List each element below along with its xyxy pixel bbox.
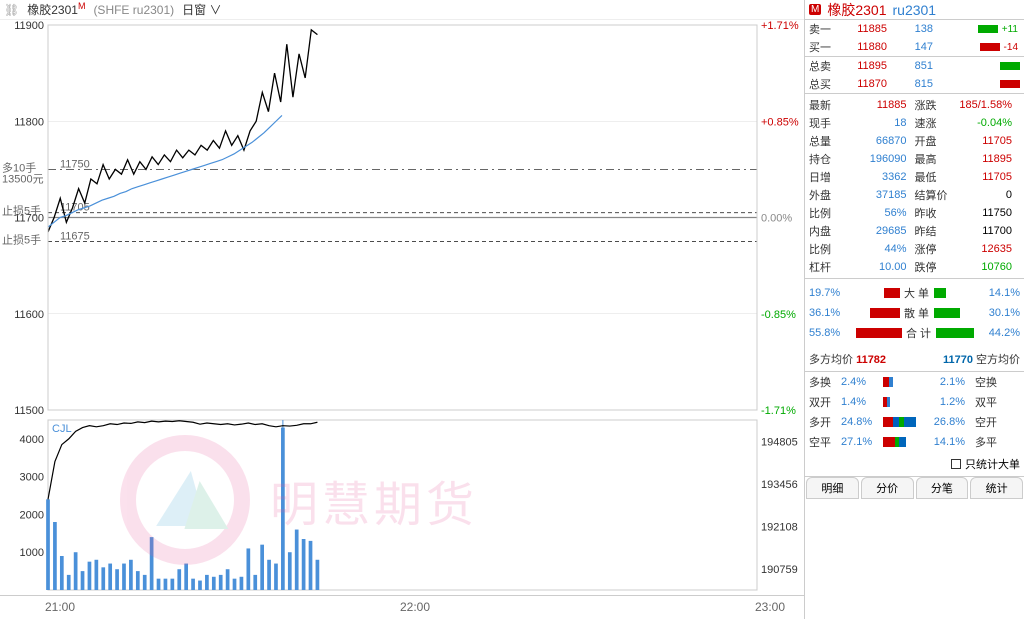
svg-text:-0.85%: -0.85% [761,309,796,321]
checkbox-label: 只统计大单 [965,456,1020,472]
m-badge: M [809,4,821,15]
stat-cell: 最低11705 [915,168,1021,186]
svg-text:11800: 11800 [14,116,44,128]
position-row: 多换2.4% 2.1%空换 [805,372,1024,392]
svg-text:13500元: 13500元 [2,173,44,185]
svg-text:多10手: 多10手 [2,160,36,174]
avg-price-row: 多方均价 11782 11770 空方均价 [805,347,1024,371]
stat-cell: 跌停10760 [915,258,1021,276]
stat-cell: 持仓196090 [809,150,915,168]
stat-cell: 涨停12635 [915,240,1021,258]
svg-text:3000: 3000 [20,472,44,484]
stat-cell: 日增3362 [809,168,915,186]
stat-grid: 最新11885涨跌185/1.58%现手18速涨-0.04%总量66870开盘1… [805,94,1024,278]
svg-text:193456: 193456 [761,479,798,491]
price-chart[interactable]: 11900+1.71%11800+0.85%117000.00%11600-0.… [0,20,805,415]
quote-row: 买一 11880 147 -14 [805,38,1024,56]
stat-cell: 开盘11705 [915,132,1021,150]
quote-row: 卖一 11885 138 +11 [805,20,1024,38]
contract-name: 橡胶2301M [27,1,85,18]
svg-text:11900: 11900 [14,20,44,32]
position-row: 双开1.4% 1.2%双平 [805,392,1024,412]
stat-cell: 比例56% [809,204,915,222]
stat-cell: 结算价0 [915,186,1021,204]
svg-text:190759: 190759 [761,564,798,576]
order-flow-row: 36.1% 散 单 30.1% [809,303,1020,323]
stat-cell: 涨跌185/1.58% [915,96,1021,114]
panel-title: M 橡胶2301 ru2301 [805,0,1024,20]
title-en: ru2301 [893,2,937,18]
tab[interactable]: 统计 [970,477,1023,499]
position-row: 多开24.8% 26.8%空开 [805,412,1024,432]
svg-text:4000: 4000 [20,434,44,446]
svg-text:止损5手: 止损5手 [2,204,41,218]
stat-cell: 最高11895 [915,150,1021,168]
svg-text:194805: 194805 [761,436,798,448]
svg-text:192108: 192108 [761,521,798,533]
svg-text:1000: 1000 [20,547,44,559]
svg-text:11675: 11675 [60,231,90,243]
stat-cell: 现手18 [809,114,915,132]
stat-cell: 比例44% [809,240,915,258]
order-flow: 19.7% 大 单 14.1% 36.1% 散 单 30.1% 55.8% 合 … [805,279,1024,347]
x-tick: 22:00 [400,600,430,619]
svg-text:+0.85%: +0.85% [761,116,799,128]
checkbox[interactable] [951,459,961,469]
title-zh: 橡胶2301 [827,0,886,20]
chart-header: ⛓ 橡胶2301M (SHFE ru2301) 日窗 ∨ [0,0,804,20]
svg-text:0.00%: 0.00% [761,213,792,225]
stat-cell: 昨结11700 [915,222,1021,240]
stat-cell: 总量66870 [809,132,915,150]
tab[interactable]: 明细 [806,477,859,499]
svg-text:11600: 11600 [14,309,44,321]
order-flow-row: 19.7% 大 单 14.1% [809,283,1020,303]
svg-text:止损5手: 止损5手 [2,233,41,247]
filter-checkbox-row: 只统计大单 [805,452,1024,476]
svg-text:-1.71%: -1.71% [761,405,796,415]
stat-cell: 最新11885 [809,96,915,114]
svg-text:11750: 11750 [60,158,90,170]
x-tick: 23:00 [755,600,785,619]
quote-row: 总买 11870 815 [805,75,1024,93]
stat-cell: 外盘37185 [809,186,915,204]
tabs-row: 明细分价分笔统计 [805,476,1024,499]
stat-cell: 内盘29685 [809,222,915,240]
link-icon: ⛓ [4,3,19,17]
open-close-grid: 多换2.4% 2.1%空换 双开1.4% 1.2%双平 多开24.8% 26.8… [805,372,1024,452]
svg-text:+1.71%: +1.71% [761,20,799,32]
tab[interactable]: 分笔 [916,477,969,499]
stat-cell: 速涨-0.04% [915,114,1021,132]
period-dropdown[interactable]: 日窗 ∨ [182,1,221,18]
chevron-down-icon: ∨ [210,3,222,17]
x-tick: 21:00 [45,600,75,619]
quote-panel: M 橡胶2301 ru2301 卖一 11885 138 +11 买一 1188… [805,0,1024,619]
svg-text:CJL: CJL [52,423,72,435]
volume-chart[interactable]: CJL 4000 3000 2000 1000 194805 193456 192108 190… [0,415,805,595]
order-flow-row: 55.8% 合 计 44.2% [809,323,1020,343]
svg-text:2000: 2000 [20,509,44,521]
position-row: 空平27.1% 14.1%多平 [805,432,1024,452]
stat-cell: 杠杆10.00 [809,258,915,276]
quote-row: 总卖 11895 851 [805,57,1024,75]
tab[interactable]: 分价 [861,477,914,499]
stat-cell: 昨收11750 [915,204,1021,222]
chart-area: ⛓ 橡胶2301M (SHFE ru2301) 日窗 ∨ 11900 +1.71%… [0,0,805,619]
x-axis: 21:00 22:00 23:00 [0,595,805,619]
svg-text:11500: 11500 [14,405,44,415]
exchange-code: (SHFE ru2301) [93,3,174,17]
